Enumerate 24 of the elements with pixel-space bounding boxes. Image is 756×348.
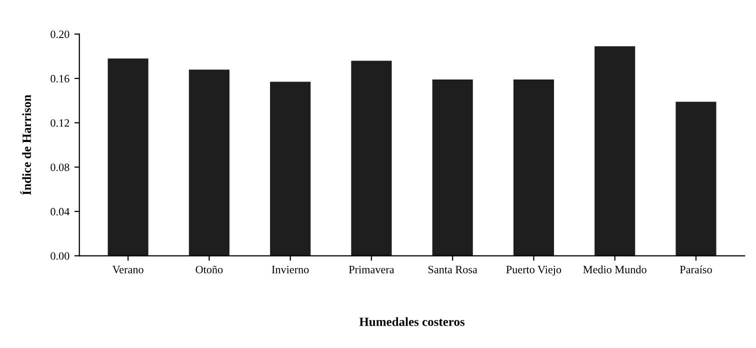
- y-tick-label: 0.08: [50, 164, 70, 172]
- x-axis-title: Humedales costeros: [359, 317, 465, 326]
- bar: [270, 82, 311, 256]
- y-tick-label: 0.12: [50, 119, 70, 127]
- bar: [351, 60, 392, 256]
- y-axis-title: Índice de Harrison: [20, 94, 32, 195]
- x-tick-label: Invierno: [272, 266, 309, 274]
- bar: [432, 80, 473, 256]
- bar: [676, 102, 716, 256]
- y-tick-label: 0.16: [50, 74, 70, 82]
- x-tick-label: Paraíso: [680, 265, 712, 274]
- x-tick-label: Primavera: [348, 266, 394, 274]
- x-tick-label: Otoño: [196, 266, 223, 274]
- bar: [188, 70, 230, 256]
- y-tick-label: 0.00: [50, 252, 70, 260]
- bar: [108, 58, 148, 256]
- x-tick-label: Puerto Viejo: [506, 266, 562, 276]
- x-tick-label: Medio Mundo: [583, 266, 646, 274]
- y-tick-label: 0.20: [50, 30, 70, 38]
- x-tick-label: Verano: [112, 266, 144, 274]
- x-tick-label: Santa Rosa: [428, 266, 478, 274]
- bar: [513, 80, 554, 256]
- bar: [594, 46, 636, 256]
- y-tick-label: 0.04: [50, 208, 70, 216]
